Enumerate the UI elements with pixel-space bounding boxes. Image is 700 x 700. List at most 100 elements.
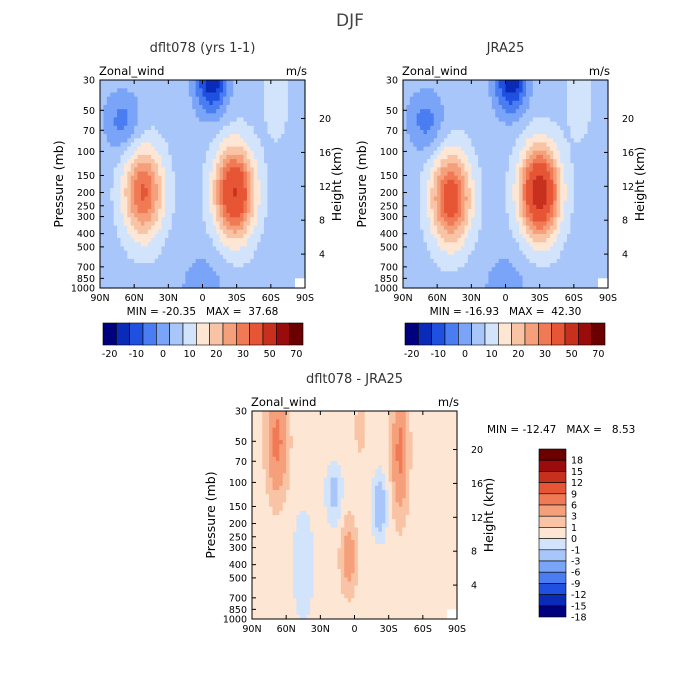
field-cell — [175, 150, 180, 156]
field-cell — [519, 113, 524, 119]
field-cell — [284, 142, 289, 148]
field-cell — [257, 121, 262, 127]
field-cell — [123, 275, 128, 281]
field-cell — [106, 179, 111, 185]
field-cell — [134, 217, 139, 223]
field-cell — [437, 100, 442, 106]
field-cell — [123, 163, 128, 168]
field-cell — [137, 204, 142, 210]
field-cell — [257, 246, 262, 252]
field-cell — [413, 204, 418, 210]
field-cell — [467, 163, 472, 168]
field-cell — [246, 84, 251, 89]
field-cell — [178, 217, 183, 223]
field-cell — [433, 146, 438, 152]
field-cell — [205, 263, 210, 268]
field-cell — [406, 204, 411, 210]
field-cell — [117, 192, 122, 198]
field-cell — [454, 138, 459, 143]
field-cell — [117, 125, 122, 131]
field-cell — [416, 138, 421, 143]
field-cell — [420, 96, 425, 102]
field-cell — [212, 179, 217, 185]
field-cell — [257, 250, 262, 256]
field-cell — [426, 250, 431, 256]
field-cell — [301, 88, 306, 94]
field-cell — [491, 150, 496, 156]
field-cell — [502, 159, 507, 164]
field-cell — [236, 246, 241, 252]
field-cell — [478, 154, 483, 160]
field-cell — [202, 92, 207, 98]
field-cell — [464, 88, 469, 94]
field-cell — [236, 196, 241, 202]
field-cell — [192, 117, 197, 123]
field-cell — [495, 154, 500, 160]
field-cell — [437, 150, 442, 156]
field-cell — [491, 104, 496, 110]
field-cell — [294, 134, 299, 139]
field-cell — [120, 154, 125, 160]
field-cell — [113, 84, 118, 89]
field-cell — [433, 225, 438, 231]
field-cell — [117, 175, 122, 181]
field-cell — [488, 283, 493, 289]
field-cell — [457, 117, 462, 123]
field-cell — [267, 146, 272, 152]
field-cell — [164, 125, 169, 131]
field-cell — [168, 254, 173, 260]
field-cell — [515, 88, 520, 94]
field-cell — [287, 238, 292, 243]
field-cell — [240, 258, 245, 264]
field-cell — [130, 242, 135, 247]
field-cell — [433, 246, 438, 252]
field-cell — [447, 167, 452, 173]
field-cell — [209, 96, 214, 102]
field-cell — [508, 279, 513, 285]
field-cell — [246, 279, 251, 285]
field-cell — [106, 263, 111, 268]
field-cell — [447, 175, 452, 181]
field-cell — [298, 229, 303, 235]
field-cell — [488, 225, 493, 231]
y-tick-label: 100 — [77, 147, 95, 158]
y-tick-label: 30 — [83, 76, 95, 87]
field-cell — [447, 213, 452, 218]
field-cell — [270, 104, 275, 110]
field-cell — [426, 146, 431, 152]
field-cell — [406, 238, 411, 243]
field-cell — [515, 150, 520, 156]
field-cell — [277, 179, 282, 185]
field-cell — [188, 92, 193, 98]
field-cell — [141, 217, 146, 223]
field-cell — [505, 250, 510, 256]
field-cell — [529, 129, 534, 135]
field-cell — [202, 221, 207, 227]
field-cell — [219, 113, 224, 119]
field-cell — [529, 125, 534, 131]
field-cell — [212, 200, 217, 206]
field-cell — [502, 275, 507, 281]
field-cell — [185, 192, 190, 198]
field-cell — [127, 250, 132, 256]
field-cell — [406, 258, 411, 264]
field-cell — [175, 279, 180, 285]
field-cell — [141, 250, 146, 256]
field-cell — [430, 113, 435, 119]
field-cell — [250, 150, 255, 156]
field-cell — [209, 271, 214, 277]
field-cell — [182, 113, 187, 119]
field-cell — [284, 188, 289, 193]
field-cell — [100, 159, 105, 164]
field-cell — [291, 142, 296, 148]
field-cell — [471, 154, 476, 160]
field-cell — [110, 129, 115, 135]
field-cell — [491, 121, 496, 127]
field-cell — [291, 250, 296, 256]
field-cell — [257, 138, 262, 143]
field-cell — [158, 121, 163, 127]
field-cell — [274, 109, 279, 114]
field-cell — [471, 167, 476, 173]
field-cell — [127, 271, 132, 277]
field-cell — [508, 125, 513, 131]
